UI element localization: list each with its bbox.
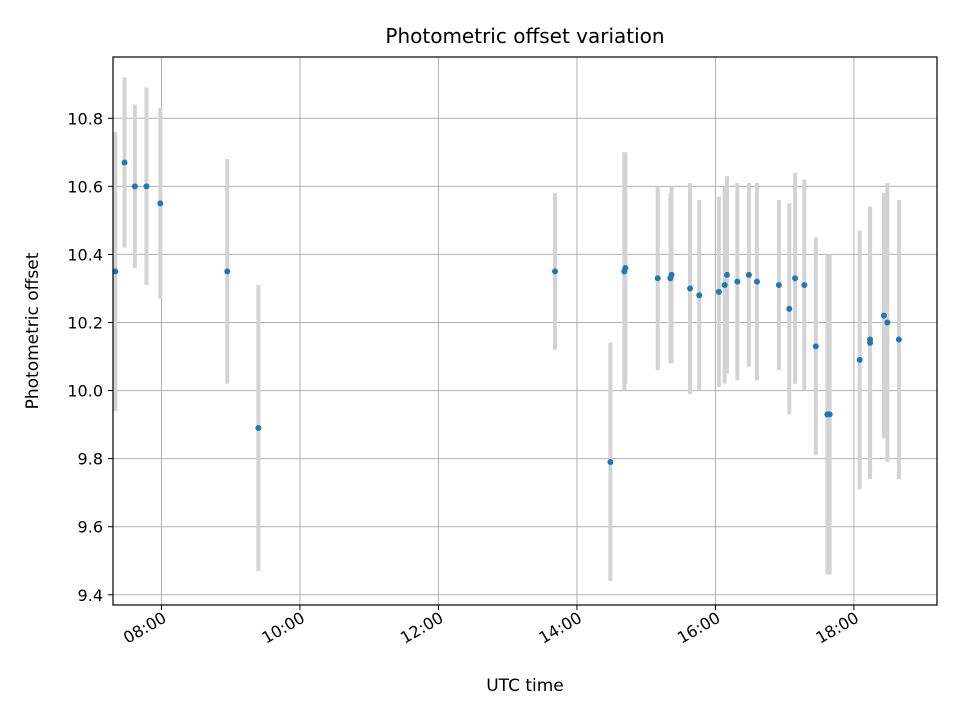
data-point <box>696 292 703 299</box>
data-point <box>734 278 741 285</box>
x-axis-title: UTC time <box>486 676 564 696</box>
y-tick-label: 10.0 <box>67 382 103 401</box>
y-tick-label: 10.8 <box>67 109 103 128</box>
data-point <box>856 356 863 363</box>
plot-frame <box>112 56 938 606</box>
data-point <box>826 411 833 418</box>
data-point <box>143 183 150 190</box>
chart-title: Photometric offset variation <box>385 24 664 48</box>
y-tick-label: 9.6 <box>78 518 103 537</box>
data-point <box>112 268 119 275</box>
data-point <box>812 343 819 350</box>
y-axis: 9.4 9.6 9.8 10.0 10.2 10.4 10.6 10.8 <box>67 109 113 605</box>
data-point <box>622 265 629 272</box>
data-point <box>880 312 887 319</box>
data-point <box>687 285 694 292</box>
data-point <box>801 282 808 289</box>
data-point <box>131 183 138 190</box>
y-tick-label: 10.4 <box>67 245 103 264</box>
data-point <box>721 282 728 289</box>
y-axis-title: Photometric offset <box>23 252 43 409</box>
data-point <box>715 288 722 295</box>
data-point <box>668 271 675 278</box>
data-point <box>895 336 902 343</box>
data-point <box>552 268 559 275</box>
data-point <box>654 275 661 282</box>
grid <box>113 57 937 605</box>
data-point <box>607 459 614 466</box>
data-point <box>745 271 752 278</box>
data-points <box>112 159 902 466</box>
data-point <box>753 278 760 285</box>
data-point <box>884 319 891 326</box>
data-point <box>786 305 793 312</box>
data-point <box>723 271 730 278</box>
data-point <box>224 268 231 275</box>
data-point <box>867 336 874 343</box>
data-point <box>792 275 799 282</box>
data-point <box>121 159 128 166</box>
data-point <box>775 282 782 289</box>
y-tick-label: 10.2 <box>67 313 103 332</box>
data-point <box>157 200 164 207</box>
y-tick-label: 10.6 <box>67 177 103 196</box>
y-tick-label: 9.8 <box>78 450 103 469</box>
y-tick-label: 9.4 <box>78 586 103 605</box>
data-point <box>255 425 262 432</box>
